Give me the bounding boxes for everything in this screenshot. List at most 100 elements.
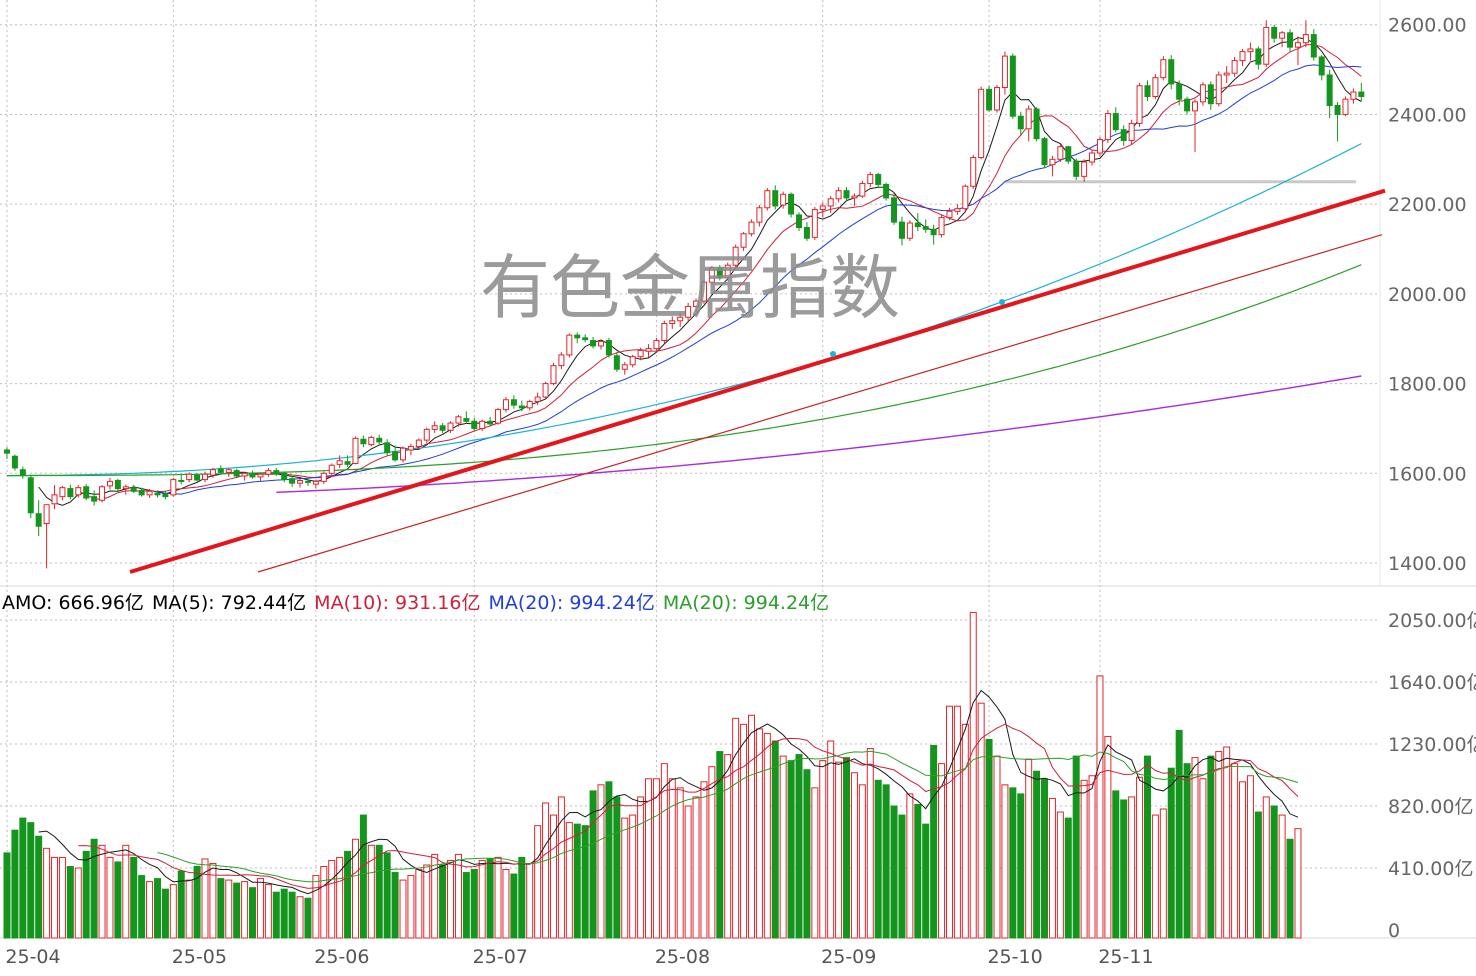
volume-bar [692,796,700,939]
volume-bar [557,796,565,939]
candle-body [1302,34,1309,44]
volume-bar [439,864,447,939]
volume-bar [1120,799,1128,939]
candle-body [962,185,969,210]
volume-bar [399,879,407,939]
volume-bar [573,823,581,939]
ma10-line [78,43,1362,501]
volume-bar [850,772,858,939]
volume-bar [843,757,851,939]
candle-body [510,399,517,406]
price-tick-label: 2600.00 [1388,15,1467,37]
volume-bar [668,778,676,939]
candle-body [106,480,113,487]
candle-body [344,461,351,465]
volume-bar [367,844,375,939]
candle-body [1144,85,1151,98]
volume-bar [660,763,668,939]
volume-bar [1128,796,1136,939]
volume-legend-item: MA(20): 994.24亿 [663,592,829,614]
volume-bar [1104,735,1112,939]
candle-body [1358,91,1365,98]
candle-body [336,460,343,465]
volume-bar [217,878,225,939]
candle-body [265,470,272,475]
volume-bar [98,844,106,939]
volume-bar [977,702,985,939]
candle-body [304,480,311,483]
price-tick-label: 1600.00 [1388,463,1467,485]
volume-bar [1231,763,1239,939]
volume-bar [351,838,359,939]
volume-bar [1286,838,1294,939]
candle-body [130,487,137,492]
candle-body [764,190,771,209]
candle-body [1247,48,1254,53]
volume-bar [969,611,977,939]
candle-body [1223,72,1230,76]
volume-bar [945,705,953,939]
volume-bar [233,882,241,939]
volume-bar [621,817,629,939]
volume-bar [1191,757,1199,939]
candle-body [1136,85,1143,124]
candle-body [455,416,462,424]
candle-body [724,264,731,279]
month-tick-label: 25-04 [5,946,60,968]
volume-bar [296,896,304,939]
volume-bar [256,878,264,939]
volume-bar [613,796,621,939]
candle-body [859,183,866,197]
candle-body [629,356,636,366]
candle-body [843,190,850,199]
candle-body [352,437,359,464]
volume-bar [858,784,866,939]
volume-bar [542,802,550,939]
candle-body [851,195,858,199]
volume-bar [866,748,874,939]
candle-body [1263,26,1270,65]
candle-body [566,334,573,356]
volume-tick-label: 1230.00亿 [1388,734,1476,756]
candle-body [803,226,810,239]
volume-bar [161,888,169,939]
candle-body [914,222,921,228]
candle-body [75,487,82,496]
volume-bar [1262,796,1270,939]
volume-bar [629,814,637,939]
candle-body [320,472,327,482]
candle-body [1096,139,1103,154]
volume-bar [1294,828,1302,939]
volume-ma5-line [38,689,1299,895]
candle-body [312,480,319,485]
month-tick-label: 25-11 [1098,946,1153,968]
candle-body [574,334,581,339]
volume-bar [510,873,518,939]
volume-bar [1112,790,1120,939]
volume-bar [344,850,352,939]
candle-body [122,486,129,490]
volume-bar [1183,763,1191,939]
volume-bar [755,728,763,939]
candle-body [368,436,375,446]
candle-body [1342,98,1349,115]
volume-bar [122,844,130,939]
volume-bar [177,870,185,939]
volume-bar [1048,797,1056,939]
candle-body [613,355,620,370]
candle-body [154,492,161,496]
volume-bar [90,838,98,939]
candle-body [1350,91,1357,100]
candle-body [732,246,739,266]
candle-body [1318,56,1325,76]
candle-body [1017,115,1024,130]
volume-bar [740,723,748,939]
candle-body [1001,55,1008,89]
candle-body [661,322,668,342]
volume-bar [795,754,803,939]
candle-body [946,210,953,219]
volume-bar [312,875,320,939]
volume-bar [779,755,787,939]
volume-bar [27,822,35,939]
candle-body [542,383,549,398]
